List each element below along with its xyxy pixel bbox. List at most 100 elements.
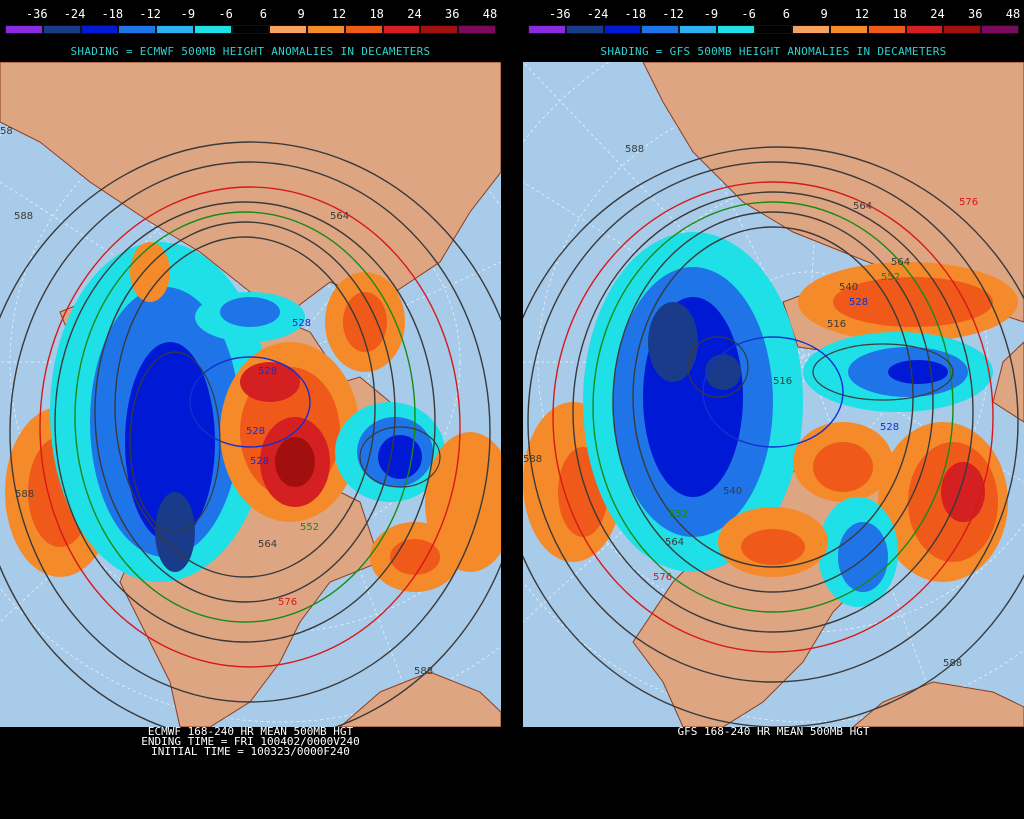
scale-tick-label: -12: [662, 7, 684, 21]
ecmwf-panel: -36 -24 -18 -12 -9 -6 6 9 12 18 24 36 48 SHADING = E…: [0, 0, 501, 819]
contour-label: 576: [653, 572, 672, 583]
shading-title: SHADING = GFS 500MB HEIGHT ANOMALIES IN …: [600, 45, 947, 58]
scale-color-swatch: [118, 25, 157, 34]
anomaly-shading: [5, 242, 501, 592]
contour-label: 564: [853, 201, 872, 212]
scale-color-swatch: [528, 25, 566, 34]
scale-tick-label: 24: [407, 7, 422, 21]
height-contours: [0, 141, 501, 727]
scale-color-swatch: [5, 25, 43, 34]
scale-color-swatch: [231, 25, 270, 34]
scale-tick-label: -12: [139, 7, 161, 21]
contour-label: 58: [0, 126, 13, 137]
scale-tick-label: 6: [782, 7, 790, 21]
contour-label: 552: [669, 509, 688, 520]
height-contours: [523, 146, 1024, 727]
anomaly-color-scale: -36 -24 -18 -12 -9 -6 6 9 12 18 24 36 48: [523, 0, 1024, 40]
contour-label: 516: [773, 376, 792, 387]
contour-label: 528: [258, 366, 277, 377]
footer-line: ENDING TIME = FRI 100402/0000V240: [141, 735, 360, 748]
contour-label: 588: [14, 211, 33, 222]
contour-label: 588: [15, 489, 34, 500]
scale-tick-label: 36: [967, 7, 983, 21]
scale-color-swatch: [981, 25, 1019, 34]
scale-color-swatch: [420, 25, 459, 34]
scale-color-swatch: [603, 25, 642, 34]
scale-tick-label: -18: [101, 7, 124, 21]
footer-caption: GFS 168-240 HR MEAN 500MB HGT: [523, 725, 1024, 738]
scale-color-swatch: [867, 25, 906, 34]
scale-color-swatch: [42, 25, 81, 34]
scale-color-swatch: [792, 25, 831, 34]
contour-label: 528: [849, 297, 868, 308]
contour-label: 588: [625, 144, 644, 155]
south-america: [339, 671, 501, 727]
scale-color-swatch: [193, 25, 232, 34]
scale-color-swatch: [565, 25, 604, 34]
scale-tick-label: 48: [1005, 7, 1021, 21]
south-america: [852, 681, 1024, 727]
anomaly-color-scale: -36 -24 -18 -12 -9 -6 6 9 12 18 24 36 48: [0, 0, 501, 40]
scale-color-swatch: [679, 25, 717, 34]
contour-label: 564: [258, 539, 277, 550]
scale-tick-label: 12: [854, 7, 870, 21]
scale-tick-label: 6: [259, 7, 267, 21]
contour-label: 552: [300, 522, 319, 533]
contour-label: 528: [246, 426, 265, 437]
contour-label: 576: [278, 597, 297, 608]
contour-label: 564: [891, 257, 910, 268]
gfs-panel: -36 -24 -18 -12 -9 -6 6 9 12 18 24 36 48 SHADING = G…: [523, 0, 1024, 819]
scale-tick-label: 48: [482, 7, 498, 21]
contour-labels: 588 564 564 552 540 528 516 516 528 576 …: [523, 144, 978, 669]
scale-color-swatch: [943, 25, 982, 34]
scale-tick-label: -9: [703, 7, 719, 21]
scale-tick-label: 18: [369, 7, 384, 21]
scale-tick-label: -24: [63, 7, 86, 21]
scale-color-swatch: [830, 25, 868, 34]
contour-label: 528: [292, 318, 311, 329]
contour-label: 588: [414, 666, 433, 677]
scale-tick-label: -9: [180, 7, 196, 21]
contour-label: 516: [827, 319, 846, 330]
contour-label: 576: [959, 197, 978, 208]
scale-color-swatch: [458, 25, 496, 34]
scale-tick-label: 12: [331, 7, 347, 21]
scale-tick-label: -36: [548, 7, 571, 21]
contour-labels: 528 528 528 528 552 564 564 576 588 588 …: [0, 126, 433, 677]
scale-tick-label: 18: [892, 7, 907, 21]
scale-tick-label: 9: [820, 7, 828, 21]
contour-label: 528: [250, 456, 269, 467]
scale-tick-label: -6: [741, 7, 756, 21]
contour-label: 540: [723, 486, 742, 497]
scale-tick-label: -6: [218, 7, 233, 21]
contour-label: 552: [881, 272, 900, 283]
scale-color-swatch: [156, 25, 194, 34]
scale-color-swatch: [269, 25, 308, 34]
gfs-map: 588 564 564 552 540 528 516 516 528 576 …: [523, 62, 1024, 727]
scale-tick-label: 24: [930, 7, 945, 21]
footer-line: ECMWF 168-240 HR MEAN 500MB HGT: [147, 725, 354, 738]
scale-color-swatch: [754, 25, 793, 34]
shading-title: SHADING = ECMWF 500MB HEIGHT ANOMALIES I…: [70, 45, 431, 58]
panel-divider: [501, 0, 523, 819]
scale-color-swatch: [905, 25, 944, 34]
contour-label: 540: [839, 282, 858, 293]
scale-tick-label: 9: [297, 7, 305, 21]
contour-label: 528: [880, 422, 899, 433]
contour-label: 588: [523, 454, 542, 465]
footer-line: INITIAL TIME = 100323/0000F240: [151, 745, 350, 758]
contour-label: 564: [330, 211, 349, 222]
ecmwf-map: 528 528 528 528 552 564 564 576 588 588 …: [0, 62, 501, 727]
scale-tick-label: -18: [624, 7, 647, 21]
scale-color-swatch: [80, 25, 119, 34]
contour-label: 588: [943, 658, 962, 669]
contour-label: 564: [665, 537, 684, 548]
scale-tick-label: 36: [444, 7, 460, 21]
scale-tick-label: -36: [25, 7, 48, 21]
scale-color-swatch: [307, 25, 345, 34]
scale-color-swatch: [716, 25, 755, 34]
land: [632, 62, 1024, 727]
scale-color-swatch: [641, 25, 680, 34]
eurasia: [642, 62, 1024, 323]
footer-line: GFS 168-240 HR MEAN 500MB HGT: [677, 725, 870, 738]
